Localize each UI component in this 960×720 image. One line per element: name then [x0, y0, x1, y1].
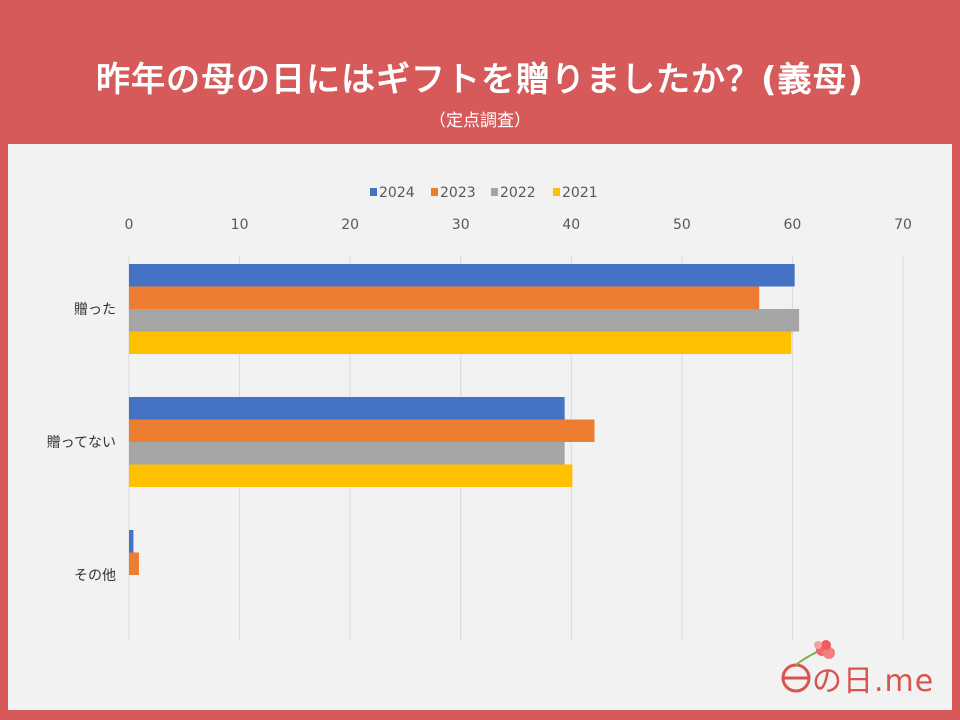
bar-2022 [129, 309, 800, 332]
bar-2024 [129, 264, 795, 287]
bar-2021 [129, 464, 573, 487]
x-tick-label: 60 [784, 217, 802, 233]
logo-text: の日.me [812, 664, 935, 699]
x-tick-label: 0 [125, 217, 134, 233]
legend-label: 2022 [500, 185, 536, 201]
y-category-label: その他 [74, 568, 116, 584]
legend-swatch [553, 188, 560, 196]
page-subtitle: （定点調査） [429, 111, 531, 131]
page-title: 昨年の母の日にはギフトを贈りましたか？(義母) [95, 60, 865, 100]
bar-2023 [129, 552, 139, 575]
bar-2022 [129, 442, 565, 465]
bar-2023 [129, 286, 760, 309]
legend-swatch [370, 188, 377, 196]
legend-swatch [431, 188, 438, 196]
legend-label: 2024 [379, 185, 415, 201]
x-tick-label: 30 [452, 217, 470, 233]
x-tick-label: 10 [231, 217, 249, 233]
x-tick-label: 50 [673, 217, 691, 233]
bar-2024 [129, 397, 565, 420]
legend-label: 2021 [562, 185, 598, 201]
bar-2024 [129, 530, 134, 553]
legend-swatch [491, 188, 498, 196]
legend-label: 2023 [440, 185, 476, 201]
logo-flower-icon [781, 640, 835, 693]
bar-2021 [129, 331, 792, 354]
x-tick-label: 20 [341, 217, 359, 233]
bar-2023 [129, 419, 595, 442]
x-tick-label: 70 [894, 217, 912, 233]
y-category-label: 贈った [74, 302, 116, 318]
x-tick-label: 40 [562, 217, 580, 233]
y-category-label: 贈ってない [47, 435, 116, 451]
